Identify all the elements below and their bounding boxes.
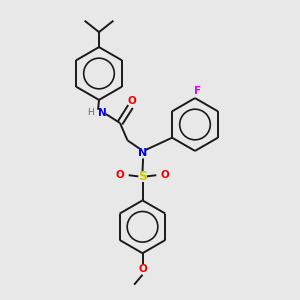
Text: O: O — [115, 170, 124, 180]
Text: H: H — [88, 108, 94, 117]
Text: N: N — [139, 148, 148, 158]
Text: O: O — [138, 264, 147, 274]
Text: F: F — [194, 85, 201, 96]
Text: S: S — [138, 170, 147, 183]
Text: O: O — [161, 170, 170, 180]
Text: N: N — [98, 108, 106, 118]
Text: O: O — [128, 96, 136, 106]
